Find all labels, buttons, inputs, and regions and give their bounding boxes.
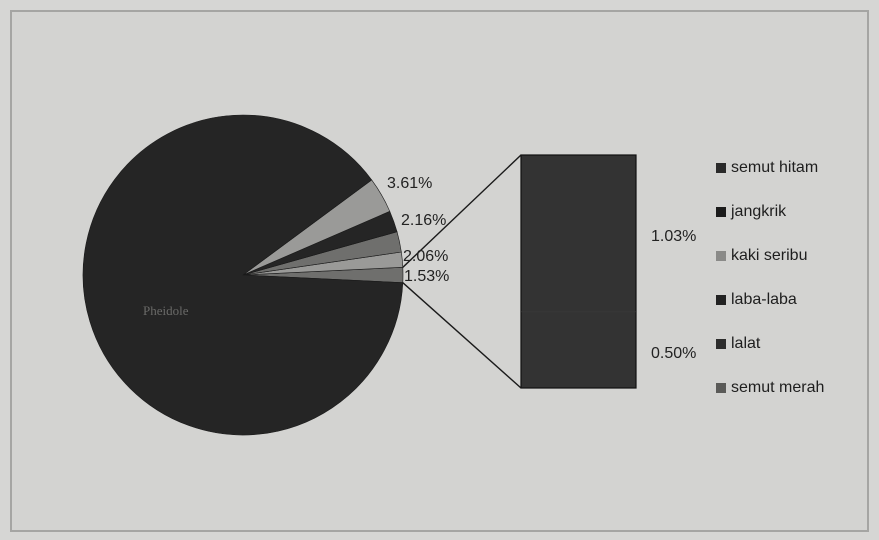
secondary-bar bbox=[520, 154, 637, 389]
legend-item: lalat bbox=[716, 322, 876, 366]
legend-label: laba-laba bbox=[731, 291, 797, 308]
chart-legend: semut hitam jangkrik kaki seribu laba-la… bbox=[716, 146, 876, 410]
legend-item: jangkrik bbox=[716, 190, 876, 234]
legend-label: lalat bbox=[731, 335, 761, 352]
connector-line-bottom bbox=[402, 282, 522, 389]
data-label: 2.16% bbox=[401, 212, 446, 229]
pie-slice bbox=[82, 114, 404, 436]
legend-item: laba-laba bbox=[716, 278, 876, 322]
legend-swatch bbox=[716, 251, 726, 261]
data-label: 1.53% bbox=[404, 268, 449, 285]
connector-line-top bbox=[402, 154, 522, 268]
legend-item: semut hitam bbox=[716, 146, 876, 190]
legend-item: semut merah bbox=[716, 366, 876, 410]
data-label: 0.50% bbox=[651, 345, 696, 362]
legend-item: kaki seribu bbox=[716, 234, 876, 278]
legend-label: semut merah bbox=[731, 379, 825, 396]
legend-label: jangkrik bbox=[731, 203, 787, 220]
legend-label: kaki seribu bbox=[731, 247, 808, 264]
data-label: 1.03% bbox=[651, 228, 696, 245]
legend-swatch bbox=[716, 339, 726, 349]
legend-swatch bbox=[716, 207, 726, 217]
legend-swatch bbox=[716, 295, 726, 305]
legend-swatch bbox=[716, 163, 726, 173]
legend-label: semut hitam bbox=[731, 159, 819, 176]
data-label: 2.06% bbox=[403, 248, 448, 265]
pie-inner-label: Pheidole bbox=[143, 303, 189, 318]
legend-swatch bbox=[716, 383, 726, 393]
data-label: 3.61% bbox=[387, 175, 432, 192]
